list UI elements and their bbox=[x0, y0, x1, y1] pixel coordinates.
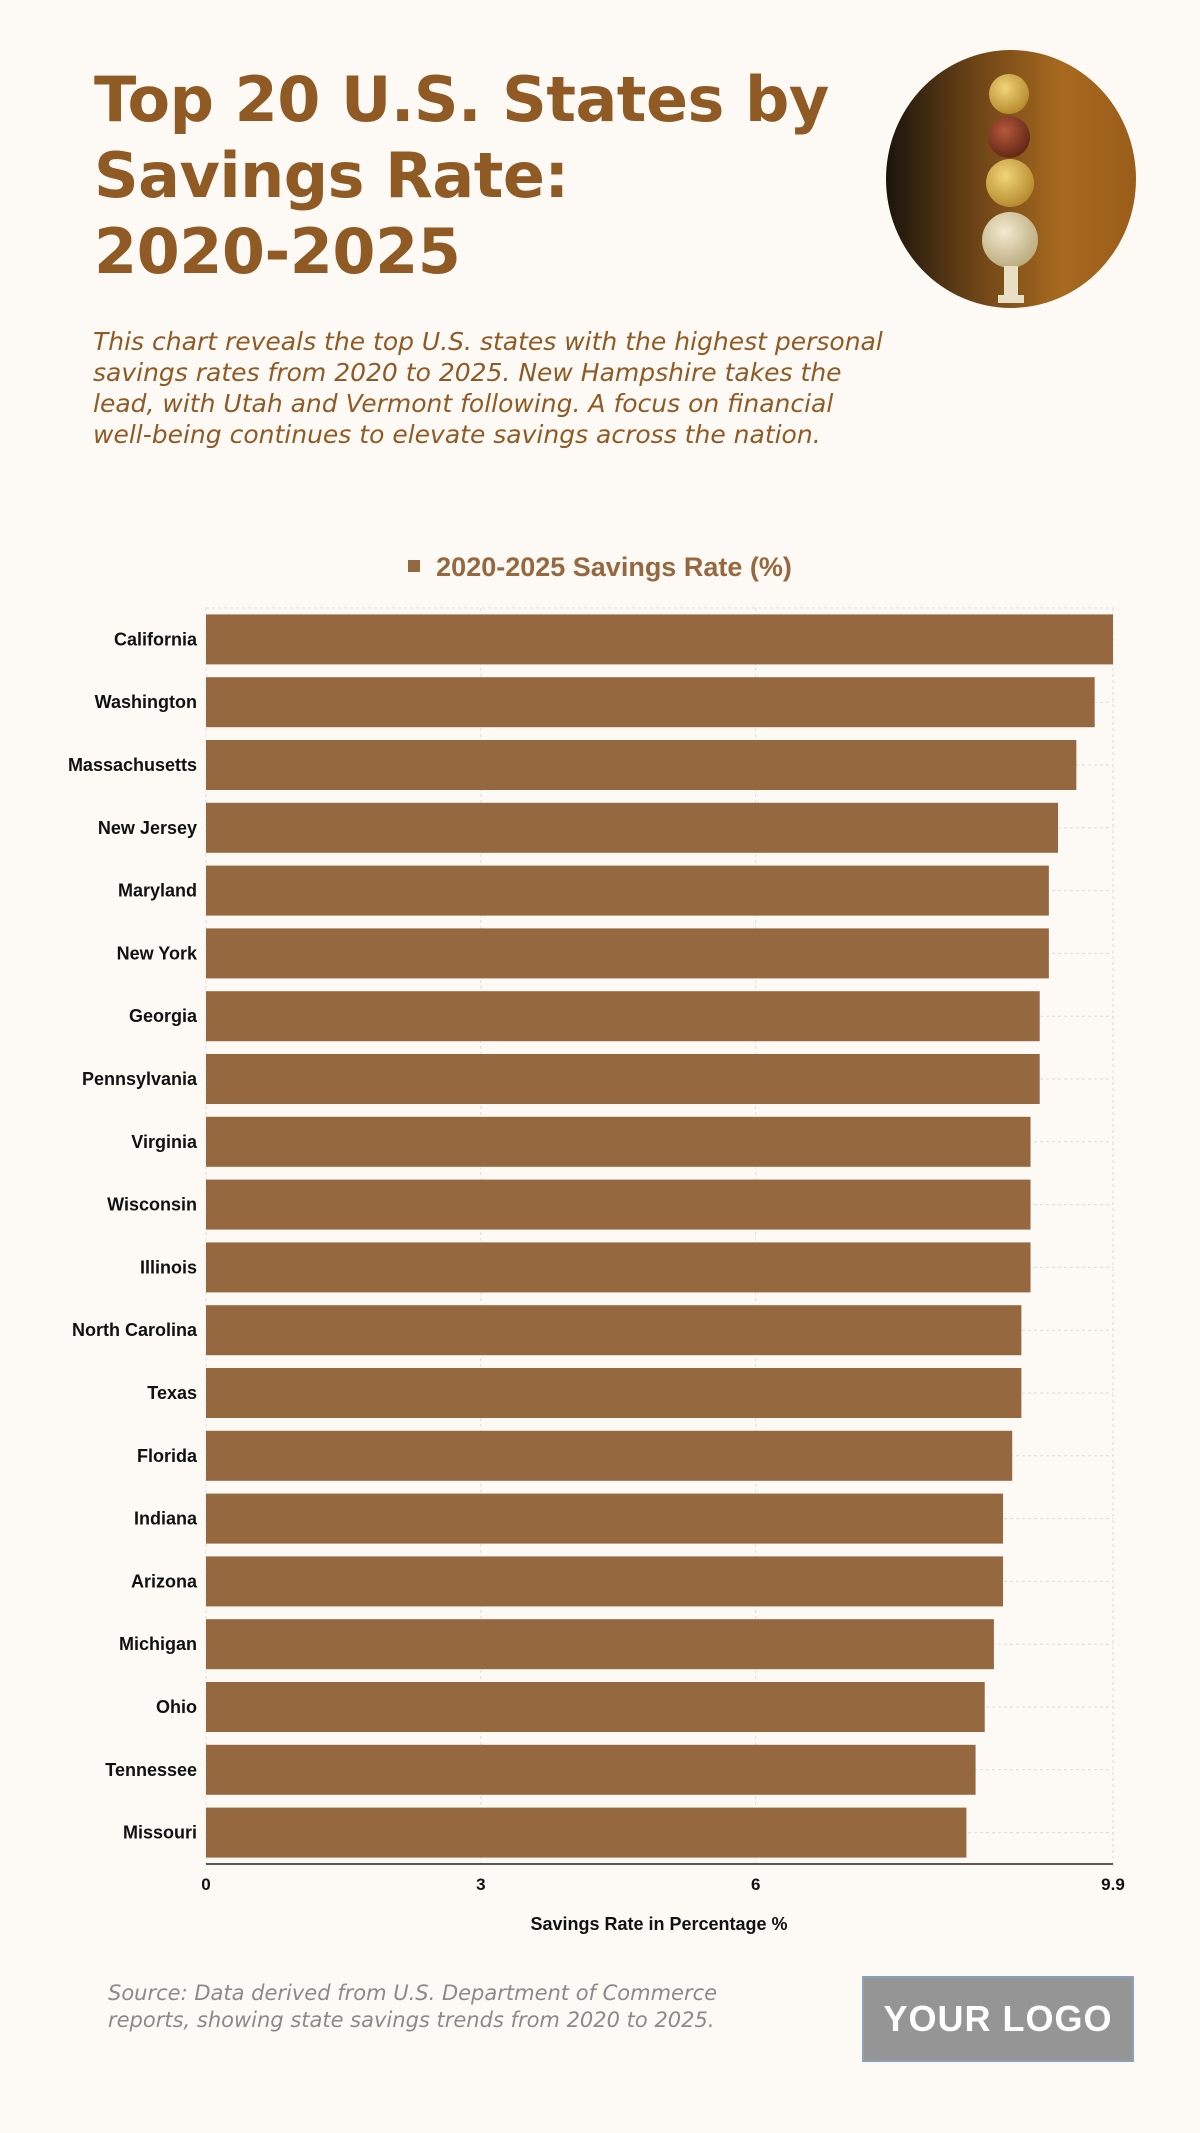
category-label: Florida bbox=[137, 1446, 198, 1466]
bar bbox=[206, 740, 1077, 790]
category-label: Ohio bbox=[156, 1697, 197, 1717]
category-label: Texas bbox=[147, 1383, 197, 1403]
source-line: Source: Data derived from U.S. Departmen… bbox=[108, 1981, 718, 2005]
bar bbox=[206, 1368, 1022, 1418]
x-axis-label: Savings Rate in Percentage % bbox=[530, 1914, 788, 1934]
x-tick-label: 6 bbox=[751, 1875, 760, 1894]
bar bbox=[206, 1430, 1013, 1481]
bar bbox=[206, 1054, 1040, 1104]
bar bbox=[206, 1807, 967, 1858]
category-label: North Carolina bbox=[72, 1320, 198, 1340]
source-note: Source: Data derived from U.S. Departmen… bbox=[108, 1980, 748, 2034]
x-tick-label: 0 bbox=[201, 1875, 210, 1894]
category-label: Arizona bbox=[131, 1571, 198, 1591]
page-title: Top 20 U.S. States by Savings Rate: 2020… bbox=[94, 62, 854, 290]
bar bbox=[206, 802, 1059, 853]
category-label: Wisconsin bbox=[107, 1195, 197, 1215]
chart-legend: 2020-2025 Savings Rate (%) bbox=[0, 552, 1200, 583]
category-label: Indiana bbox=[134, 1509, 198, 1529]
description-line: lead, with Utah and Vermont following. A… bbox=[93, 389, 834, 418]
bar bbox=[206, 1682, 985, 1732]
legend-swatch bbox=[408, 559, 421, 572]
logo-placeholder: YOUR LOGO bbox=[862, 1976, 1134, 2062]
bar bbox=[206, 1242, 1031, 1293]
bar bbox=[206, 1116, 1031, 1167]
description-line: savings rates from 2020 to 2025. New Ham… bbox=[93, 358, 842, 387]
source-line: reports, showing state savings trends fr… bbox=[108, 2008, 715, 2032]
category-label: Michigan bbox=[119, 1634, 197, 1654]
category-label: Tennessee bbox=[105, 1760, 197, 1780]
category-label: California bbox=[114, 629, 198, 649]
x-tick-label: 9.9 bbox=[1101, 1875, 1125, 1894]
bar bbox=[206, 865, 1049, 916]
category-label: Washington bbox=[95, 692, 197, 712]
bar bbox=[206, 677, 1095, 728]
coins-photo-graphic bbox=[886, 50, 1136, 308]
title-line: 2020-2025 bbox=[94, 215, 461, 288]
category-label: Maryland bbox=[118, 881, 197, 901]
bar bbox=[206, 614, 1113, 665]
category-label: Missouri bbox=[123, 1823, 197, 1843]
bar bbox=[206, 928, 1049, 979]
coins-stack-photo-icon bbox=[886, 50, 1136, 308]
bar bbox=[206, 1556, 1004, 1607]
category-label: New York bbox=[117, 943, 198, 963]
category-label: Virginia bbox=[131, 1132, 198, 1152]
category-label: Illinois bbox=[140, 1257, 197, 1277]
bar bbox=[206, 1179, 1031, 1230]
description-line: This chart reveals the top U.S. states w… bbox=[93, 327, 883, 356]
bar bbox=[206, 1619, 994, 1670]
category-label: New Jersey bbox=[98, 818, 197, 838]
title-line: Savings Rate: bbox=[94, 139, 569, 212]
bar bbox=[206, 1305, 1022, 1356]
bar bbox=[206, 1744, 976, 1795]
category-label: Massachusetts bbox=[68, 755, 197, 775]
chart-description: This chart reveals the top U.S. states w… bbox=[93, 326, 893, 450]
category-label: Pennsylvania bbox=[82, 1069, 198, 1089]
description-line: well-being continues to elevate savings … bbox=[93, 420, 821, 449]
legend-label: 2020-2025 Savings Rate (%) bbox=[436, 552, 792, 582]
bar bbox=[206, 991, 1040, 1042]
title-line: Top 20 U.S. States by bbox=[94, 63, 829, 136]
x-tick-label: 3 bbox=[476, 1875, 485, 1894]
bar bbox=[206, 1493, 1004, 1544]
category-label: Georgia bbox=[129, 1006, 198, 1026]
